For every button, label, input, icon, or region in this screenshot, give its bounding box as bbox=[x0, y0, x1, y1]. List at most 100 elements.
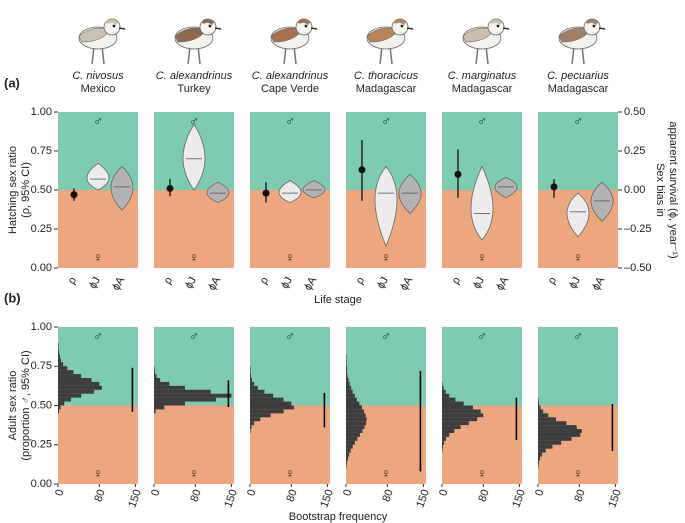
histogram-bar bbox=[58, 346, 59, 351]
histogram-bar bbox=[346, 425, 365, 430]
species-name: C. thoracicus bbox=[354, 70, 419, 82]
species-name: C. pecuarius bbox=[547, 70, 609, 82]
violin bbox=[566, 192, 590, 238]
histogram-bar bbox=[154, 393, 232, 398]
y-tick-label: 1.00 bbox=[31, 106, 52, 118]
histogram-bar bbox=[346, 409, 365, 414]
histogram-bar bbox=[58, 350, 60, 355]
x-tick-label: ϕJ bbox=[471, 275, 487, 291]
x-tick-label: ϕA bbox=[398, 274, 415, 292]
histogram-bar bbox=[538, 452, 543, 457]
histogram-bar bbox=[58, 393, 82, 398]
histogram-bar bbox=[346, 417, 367, 422]
histogram-bar bbox=[346, 393, 355, 398]
histogram-bar bbox=[250, 393, 274, 398]
histogram-bar bbox=[442, 421, 469, 426]
violin bbox=[374, 165, 398, 248]
x-tick-label: ϕJ bbox=[87, 275, 103, 291]
bird-illustration bbox=[270, 18, 318, 65]
male-region bbox=[538, 112, 618, 190]
histogram-bar bbox=[154, 389, 211, 394]
histogram-bar bbox=[346, 381, 350, 386]
histogram-bar bbox=[538, 417, 557, 422]
histogram-bar bbox=[346, 370, 348, 375]
female-symbol: ♀ bbox=[573, 465, 583, 480]
panel-label: (b) bbox=[4, 290, 21, 305]
x-tick-label: ρ bbox=[162, 275, 176, 286]
histogram-bar bbox=[58, 401, 65, 406]
female-region bbox=[250, 190, 330, 268]
estimate-point bbox=[262, 189, 270, 197]
female-region bbox=[154, 405, 234, 484]
estimate-point bbox=[70, 191, 78, 199]
histogram-bar bbox=[154, 409, 156, 414]
histogram-bar bbox=[442, 381, 443, 386]
female-symbol: ♀ bbox=[477, 465, 487, 480]
location-name: Madagascar bbox=[452, 83, 513, 95]
histogram-bar bbox=[58, 389, 95, 394]
female-region bbox=[58, 405, 138, 484]
violin bbox=[590, 181, 614, 222]
histogram-bar bbox=[346, 401, 360, 406]
histogram-bar bbox=[538, 405, 541, 410]
female-symbol: ♀ bbox=[381, 249, 391, 264]
histogram-bar bbox=[154, 381, 170, 386]
histogram-bar bbox=[538, 425, 577, 430]
histogram-bar bbox=[346, 432, 360, 437]
histogram-bar bbox=[250, 405, 294, 410]
bird-illustration bbox=[558, 18, 606, 65]
x-tick-label: ϕJ bbox=[567, 275, 583, 291]
y-axis-label: Adult sex ratio bbox=[7, 371, 19, 441]
histogram-bar bbox=[154, 397, 216, 402]
histogram-bar bbox=[154, 366, 155, 371]
y-tick-label: 0.00 bbox=[31, 262, 52, 274]
histogram-bar bbox=[442, 448, 443, 453]
male-symbol: ♂ bbox=[477, 113, 487, 128]
histogram-bar bbox=[538, 409, 544, 414]
bird-illustration bbox=[78, 18, 126, 65]
histogram-bar bbox=[538, 413, 549, 418]
violin bbox=[182, 123, 206, 191]
panel-label: (a) bbox=[4, 75, 20, 90]
x-tick-label: 0 bbox=[245, 488, 258, 498]
histogram-bar bbox=[442, 393, 450, 398]
histogram-bar bbox=[346, 389, 353, 394]
female-symbol: ♀ bbox=[477, 249, 487, 264]
y-tick-label: 0.25 bbox=[31, 223, 52, 235]
histogram-bar bbox=[250, 385, 258, 390]
x-tick-label: 0 bbox=[533, 488, 546, 498]
histogram-bar bbox=[250, 409, 284, 414]
histogram-bar bbox=[346, 358, 347, 363]
histogram-bar bbox=[346, 378, 349, 382]
histogram-bar bbox=[346, 440, 355, 445]
male-symbol: ♂ bbox=[285, 113, 295, 128]
species-name: C. alexandrinus bbox=[156, 70, 233, 82]
y2-tick-label: 0.50 bbox=[624, 106, 645, 118]
histogram-bar bbox=[250, 429, 251, 433]
histogram-bar bbox=[346, 366, 348, 371]
x-tick-label: ρ bbox=[546, 275, 560, 286]
histogram-bar bbox=[346, 456, 349, 461]
x-tick-label: ρ bbox=[354, 275, 368, 286]
histogram-bar bbox=[538, 464, 539, 469]
male-symbol: ♂ bbox=[573, 328, 583, 343]
histogram-bar bbox=[346, 405, 362, 410]
histogram-bar bbox=[538, 429, 582, 433]
histogram-bar bbox=[346, 362, 347, 367]
histogram-bar bbox=[250, 417, 261, 422]
male-symbol: ♂ bbox=[189, 328, 199, 343]
bird-illustration bbox=[366, 18, 414, 65]
histogram-bar bbox=[346, 464, 347, 469]
y-tick-label: 1.00 bbox=[31, 321, 52, 333]
histogram-bar bbox=[442, 397, 456, 402]
histogram-bar bbox=[58, 409, 60, 414]
estimate-point bbox=[358, 166, 366, 174]
x-tick-label: 150 bbox=[606, 488, 624, 509]
location-name: Cape Verde bbox=[261, 83, 319, 95]
x-tick-label: 80 bbox=[380, 488, 395, 504]
x-tick-label: 150 bbox=[318, 488, 336, 509]
species-name: C. nivosus bbox=[72, 70, 124, 82]
histogram-bar bbox=[538, 436, 572, 441]
histogram-bar bbox=[538, 444, 553, 449]
